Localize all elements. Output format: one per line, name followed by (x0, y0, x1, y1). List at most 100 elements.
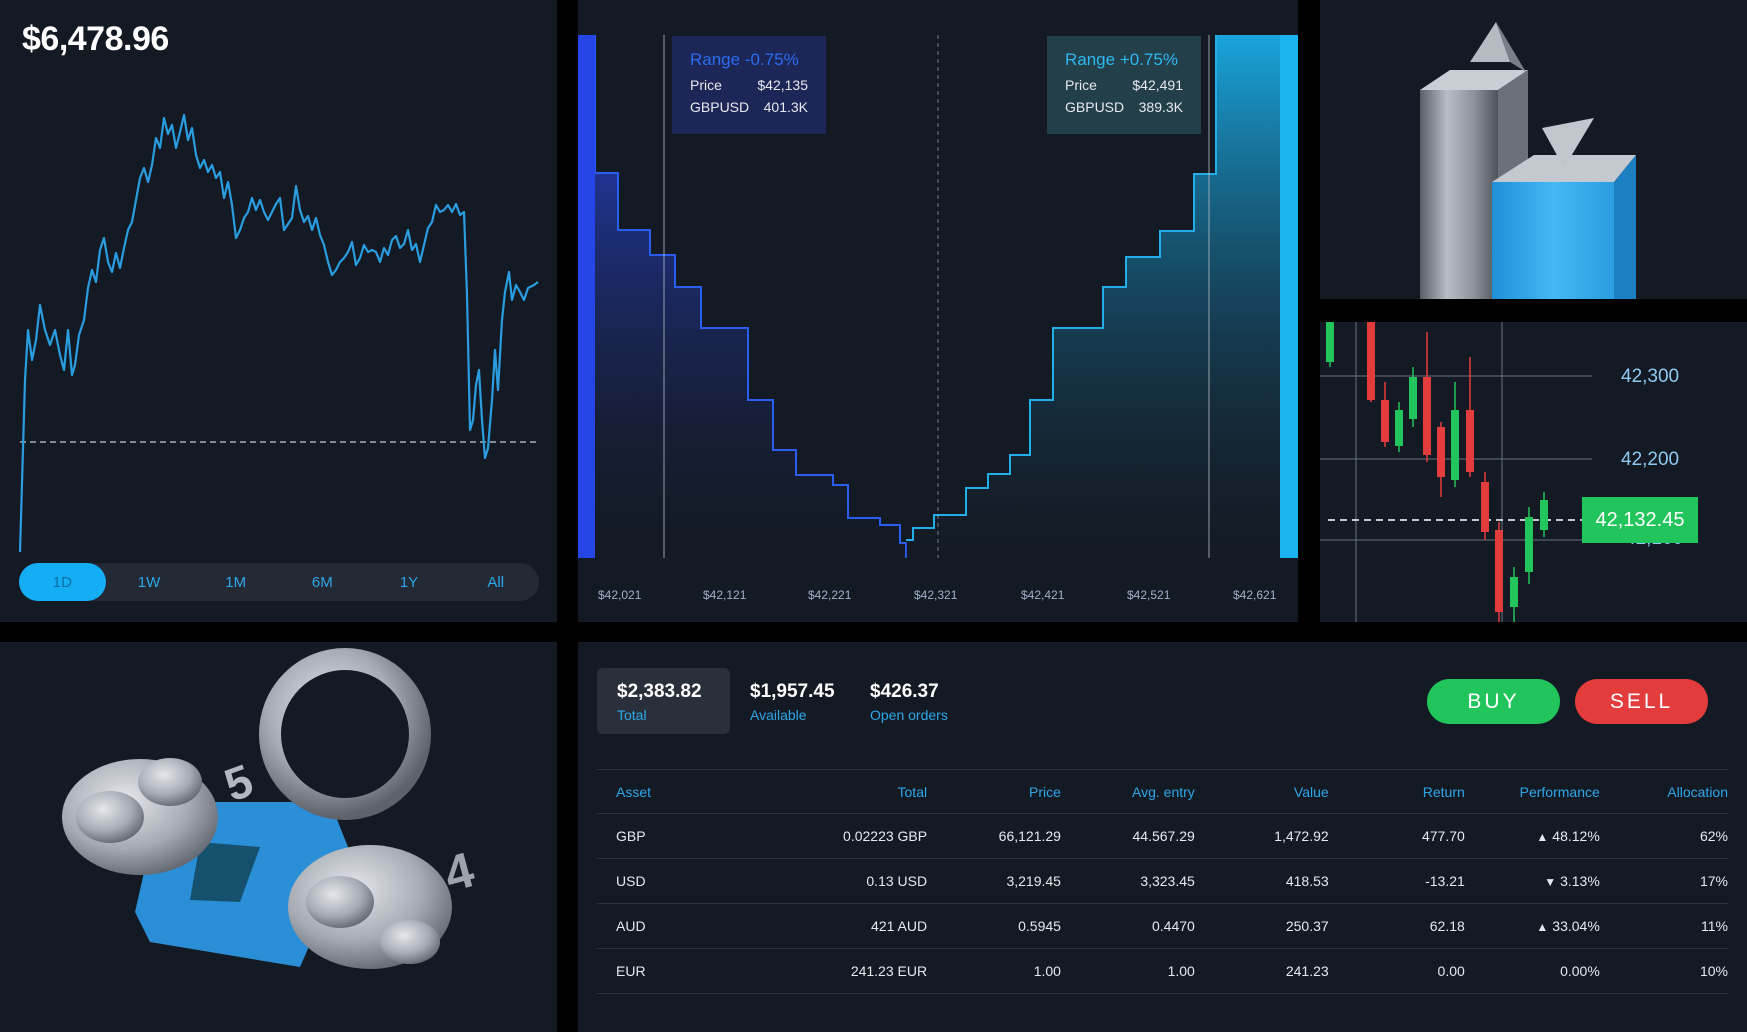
range-minus-pair-label: GBPUSD (690, 99, 750, 115)
performance-value: 33.04% (1552, 918, 1600, 934)
cell-value: 241.23 (1194, 948, 1329, 994)
summary-open-orders[interactable]: $426.37 Open orders (850, 668, 990, 734)
candle (1525, 517, 1533, 572)
cell-performance: 0.00% (1464, 948, 1600, 994)
range-plus-price: $42,491 (1132, 77, 1183, 93)
candle (1381, 400, 1389, 442)
blue-column-side (1614, 155, 1636, 299)
summary-total[interactable]: $2,383.82 Total (597, 668, 730, 734)
coins-illustration-panel: 5 4 (0, 642, 557, 1032)
depth-x-tick: $42,221 (808, 588, 852, 602)
candles (1326, 322, 1548, 622)
range-minus-price-label: Price (690, 77, 722, 93)
cell-total: 241.23 EUR (716, 948, 928, 994)
table-row[interactable]: USD 0.13 USD 3,219.45 3,323.45 418.53 -1… (597, 858, 1728, 904)
cell-allocation: 17% (1599, 858, 1728, 904)
sell-button[interactable]: SELL (1575, 679, 1708, 724)
cell-asset: EUR (597, 948, 717, 994)
ask-area (906, 35, 1298, 558)
range-plus-pair-label: GBPUSD (1065, 99, 1125, 115)
col-header-price[interactable]: Price (927, 769, 1061, 814)
timeframe-selector: 1D 1W 1M 6M 1Y All (19, 563, 539, 601)
coins-illustration: 5 4 (62, 648, 480, 969)
y-tick-42200: 42,200 (1621, 449, 1680, 470)
blue-column-top (1492, 155, 1636, 182)
col-header-performance[interactable]: Performance (1464, 769, 1600, 814)
table-header-row: Asset Total Price Avg. entry Value Retur… (597, 769, 1728, 814)
depth-x-tick: $42,421 (1021, 588, 1065, 602)
depth-x-tick: $42,121 (703, 588, 747, 602)
timeframe-1m[interactable]: 1M (225, 573, 247, 591)
candlestick-chart (1320, 322, 1592, 622)
cell-value: 1,472.92 (1194, 813, 1329, 859)
candle (1423, 377, 1431, 455)
candle (1495, 530, 1503, 612)
range-minus-pair-value: 401.3K (763, 99, 808, 115)
summary-available[interactable]: $1,957.45 Available (730, 668, 850, 734)
depth-x-tick: $42,621 (1233, 588, 1277, 602)
bid-area (578, 35, 906, 558)
cell-value: 250.37 (1194, 903, 1329, 949)
trend-up-icon: ▲ (1536, 920, 1549, 934)
col-header-return[interactable]: Return (1328, 769, 1465, 814)
table-row[interactable]: GBP 0.02223 GBP 66,121.29 44.567.29 1,47… (597, 813, 1728, 859)
depth-panel: Range -0.75% Price $42,135 GBPUSD 401.3K R… (578, 0, 1298, 622)
silver-column (1420, 90, 1498, 299)
col-header-asset[interactable]: Asset (597, 769, 717, 814)
cell-value: 418.53 (1194, 858, 1329, 904)
bid-edge-bar (578, 35, 595, 558)
trend-up-icon: ▲ (1536, 830, 1549, 844)
timeframe-1y[interactable]: 1Y (399, 573, 419, 591)
timeframe-1w[interactable]: 1W (137, 573, 161, 591)
ask-edge-bar (1280, 35, 1298, 558)
current-price-tag: 42,132.45 (1582, 497, 1698, 543)
c-ring-icon (259, 648, 431, 820)
cell-return: 62.18 (1328, 903, 1465, 949)
col-header-avg-entry[interactable]: Avg. entry (1060, 769, 1195, 814)
cell-performance: ▼ 3.13% (1464, 858, 1600, 904)
candle (1409, 377, 1417, 419)
cell-return: -13.21 (1328, 858, 1465, 904)
range-minus-tooltip: Range -0.75% Price $42,135 GBPUSD 401.3K (672, 36, 826, 134)
depth-x-tick: $42,321 (914, 588, 958, 602)
range-plus-title: Range +0.75% (1065, 50, 1178, 69)
candle (1451, 410, 1459, 480)
balance-line (18, 113, 539, 553)
trend-illustration-panel (1320, 0, 1747, 299)
depth-x-tick: $42,521 (1127, 588, 1171, 602)
cell-asset: USD (597, 858, 717, 904)
candle (1437, 427, 1445, 477)
depth-chart (578, 35, 1298, 558)
buy-button[interactable]: BUY (1427, 679, 1560, 724)
cell-asset: AUD (597, 903, 717, 949)
y-tick-42300: 42,300 (1621, 366, 1680, 387)
cell-price: 1.00 (927, 948, 1061, 994)
cell-allocation: 62% (1599, 813, 1728, 859)
summary-total-label: Total (617, 707, 647, 723)
candle (1510, 577, 1518, 607)
table-row[interactable]: AUD 421 AUD 0.5945 0.4470 250.37 62.18 ▲… (597, 903, 1728, 949)
candle (1466, 410, 1474, 472)
cell-avg-entry: 0.4470 (1060, 903, 1195, 949)
col-header-total[interactable]: Total (716, 769, 928, 814)
table-row[interactable]: EUR 241.23 EUR 1.00 1.00 241.23 0.00 0.0… (597, 948, 1728, 994)
cell-avg-entry: 1.00 (1060, 948, 1195, 994)
cell-price: 66,121.29 (927, 813, 1061, 859)
range-plus-pair-value: 389.3K (1138, 99, 1183, 115)
holdings-table: Asset Total Price Avg. entry Value Retur… (597, 769, 1728, 994)
timeframe-6m[interactable]: 6M (311, 573, 333, 591)
summary-total-value: $2,383.82 (617, 681, 702, 702)
timeframe-1d[interactable]: 1D (19, 563, 106, 601)
cell-performance: ▲ 48.12% (1464, 813, 1600, 859)
timeframe-all[interactable]: All (487, 573, 505, 591)
candlestick-panel: 42,300 42,200 42,100 42,132.45 (1320, 322, 1747, 622)
summary-available-label: Available (750, 707, 807, 723)
col-header-value[interactable]: Value (1194, 769, 1329, 814)
summary-available-value: $1,957.45 (750, 681, 835, 702)
down-arrow-icon (1542, 118, 1594, 168)
col-header-allocation[interactable]: Allocation (1599, 769, 1728, 814)
performance-value: 48.12% (1552, 828, 1600, 844)
depth-x-tick: $42,021 (598, 588, 642, 602)
blue-column (1492, 182, 1614, 299)
range-plus-price-label: Price (1065, 77, 1097, 93)
